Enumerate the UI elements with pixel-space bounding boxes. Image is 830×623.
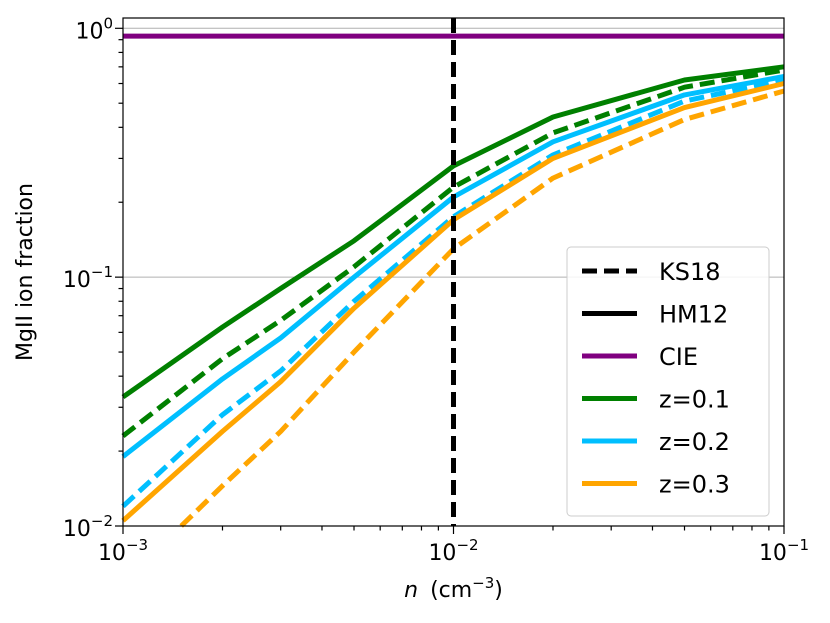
series-hm12-z-0-2 xyxy=(121,74,785,459)
legend-label-z-0-3: z=0.3 xyxy=(659,471,730,499)
x-axis-label: n (cm−3) xyxy=(404,574,503,603)
legend-label-z-0-1: z=0.1 xyxy=(659,386,730,414)
x-tick-label: 10−3 xyxy=(98,536,148,566)
y-tick-label: 10−2 xyxy=(63,512,113,542)
series-ks18-z-0-3 xyxy=(179,88,785,528)
y-tick-label: 10−1 xyxy=(63,263,113,293)
x-tick-label: 10−2 xyxy=(428,536,478,566)
plot-series xyxy=(121,33,785,528)
series-hm12-z-0-1 xyxy=(121,64,785,400)
legend-label-cie: CIE xyxy=(659,343,698,371)
legend-label-hm12: HM12 xyxy=(659,301,728,329)
series-hm12-z-0-3 xyxy=(121,81,785,523)
legend: KS18 HM12 CIE z=0.1 z=0.2 z=0.3 xyxy=(566,246,770,517)
x-tick-label: 10−1 xyxy=(759,536,809,566)
series-ks18-z-0-2 xyxy=(121,77,785,509)
legend-label-ks18: KS18 xyxy=(659,258,721,286)
y-axis-label: MgII ion fraction xyxy=(13,183,38,361)
y-tick-label: 100 xyxy=(75,14,113,44)
series-ks18-z-0-1 xyxy=(121,67,785,438)
legend-label-z-0-2: z=0.2 xyxy=(659,428,730,456)
axis-ticks xyxy=(115,27,785,534)
